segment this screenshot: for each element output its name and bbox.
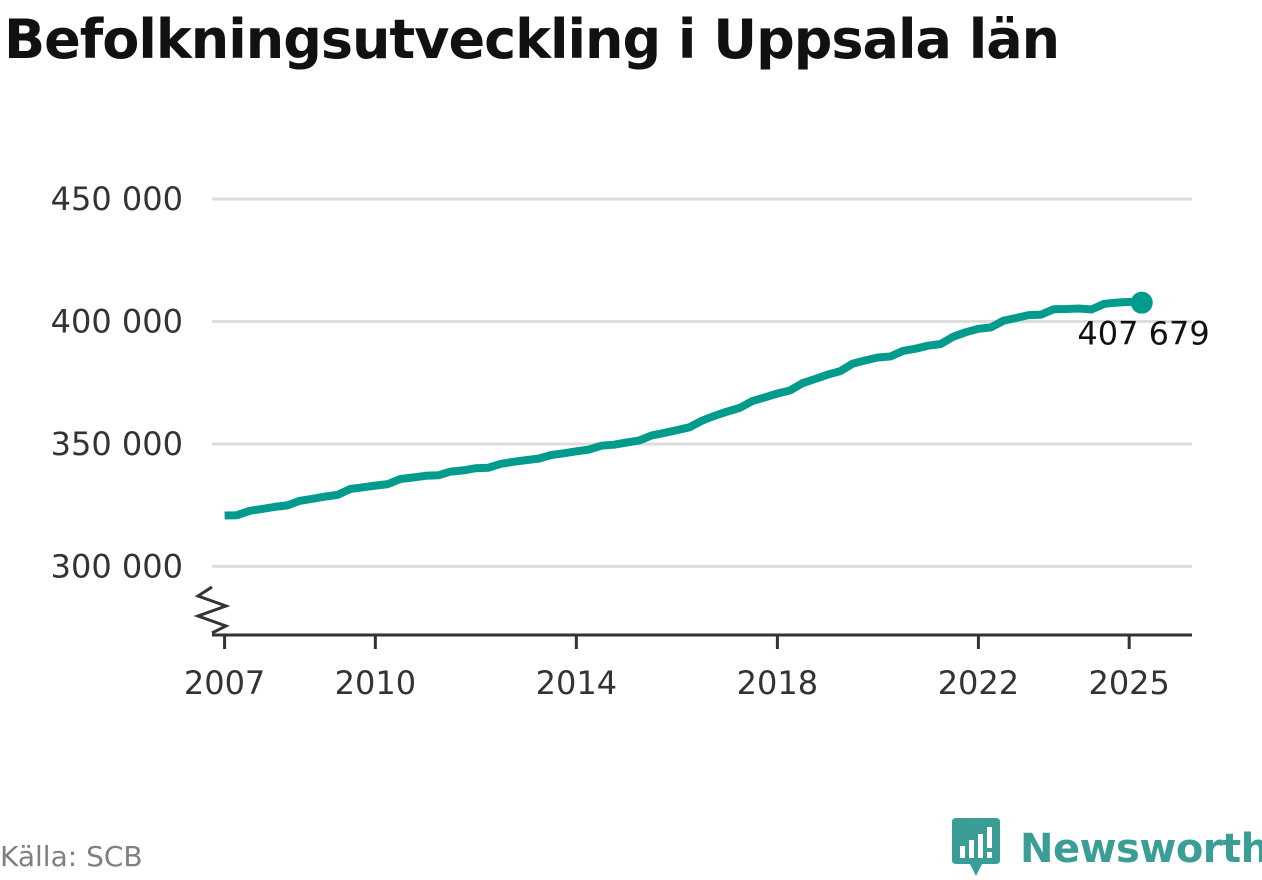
y-tick-label: 350 000 xyxy=(51,425,183,463)
series-layer xyxy=(224,291,1153,520)
x-axis-tick-labels: 2007 2010 2014 2018 2022 2025 xyxy=(184,664,1170,702)
x-tick-label: 2007 xyxy=(184,664,265,702)
brand-name: Newsworthy xyxy=(1020,826,1262,872)
x-tick-label: 2014 xyxy=(536,664,617,702)
brand-logo[interactable]: Newsworthy xyxy=(952,818,1262,880)
x-tick-label: 2010 xyxy=(335,664,416,702)
x-tick-label: 2025 xyxy=(1088,664,1169,702)
y-tick-label: 450 000 xyxy=(51,180,183,218)
series-line xyxy=(224,297,1142,520)
y-tick-label: 300 000 xyxy=(51,547,183,585)
y-tick-label: 400 000 xyxy=(51,302,183,340)
y-axis-tick-labels: 300 000 350 000 400 000 450 000 xyxy=(51,180,183,585)
x-tick-label: 2018 xyxy=(737,664,818,702)
source-note: Källa: SCB xyxy=(0,840,143,873)
y-axis-break-marker xyxy=(193,585,231,635)
chart-title: Befolkningsutveckling i Uppsala län xyxy=(4,8,1060,71)
gridlines xyxy=(212,197,1192,568)
end-point-marker xyxy=(1130,291,1153,314)
newsworthy-logo-icon xyxy=(952,818,1000,876)
end-value-label: 407 679 xyxy=(1077,315,1209,353)
annotation-layer: 407 679 xyxy=(1077,315,1209,353)
x-axis xyxy=(193,585,1192,649)
x-tick-label: 2022 xyxy=(938,664,1019,702)
